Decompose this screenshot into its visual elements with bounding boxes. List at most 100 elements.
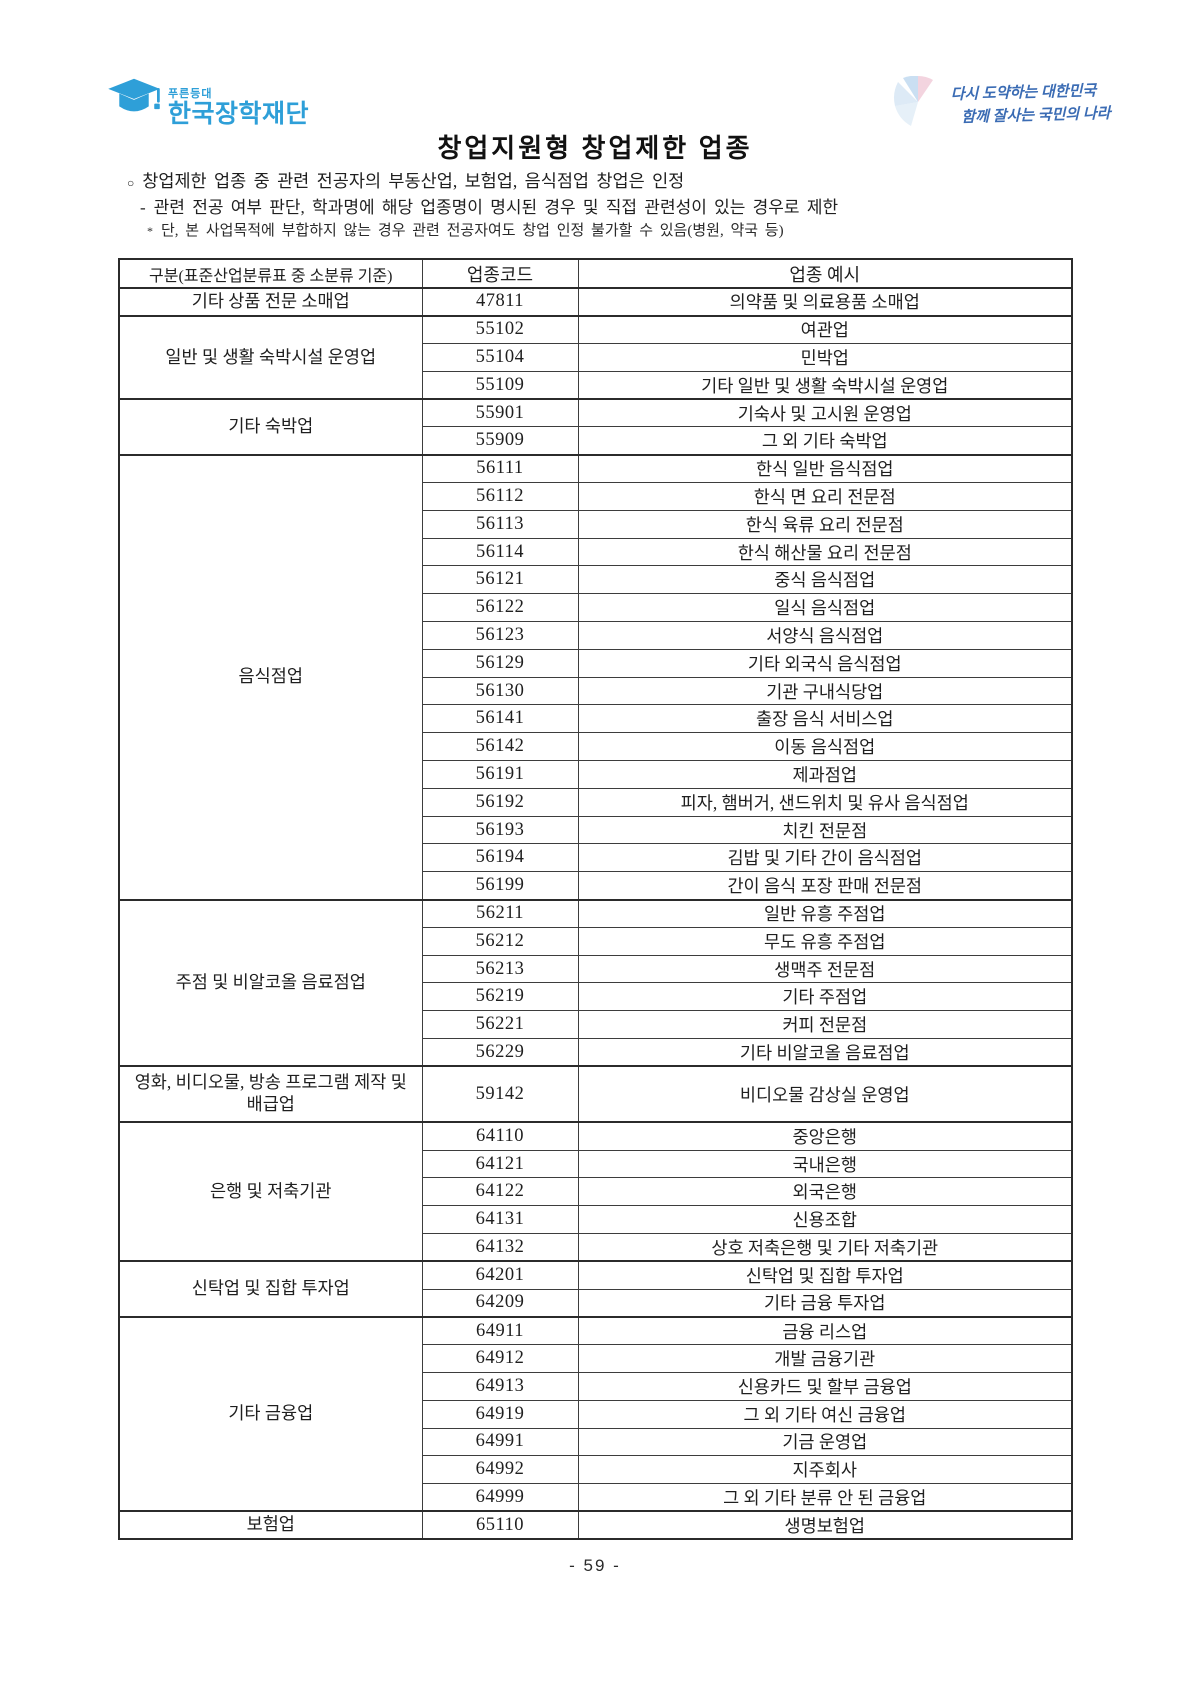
table-row: 56194 김밥 및 기타 간이 음식점업 <box>119 843 1073 873</box>
industry-code-cell: 55104 <box>421 343 579 372</box>
slogan-line2: 함께 잘사는 국민의 나라 <box>961 105 1111 126</box>
table-row: 55109 기타 일반 및 생활 숙박시설 운영업 <box>119 370 1073 400</box>
industry-code-cell: 56112 <box>421 482 579 511</box>
table-row: 64121 국내은행 <box>119 1149 1073 1179</box>
asterisk-bullet-icon: * <box>147 224 153 238</box>
industry-code-cell: 56122 <box>421 593 579 623</box>
industry-code-cell: 56130 <box>421 676 579 706</box>
industry-example-cell: 외국은행 <box>577 1177 1073 1207</box>
note-line: ○ 창업제한 업종 중 관련 전공자의 부동산업, 보험업, 음식점업 창업은 … <box>127 169 1087 196</box>
table-row: 기타 금융업 64911 금융 리스업 <box>118 1315 1073 1512</box>
industry-example-cell: 출장 음식 서비스업 <box>577 704 1073 734</box>
industry-example-cell: 생맥주 전문점 <box>577 954 1073 984</box>
header-example: 업종 예시 <box>577 258 1073 289</box>
industry-code-cell: 56199 <box>421 871 579 901</box>
industry-example-cell: 간이 음식 포장 판매 전문점 <box>577 871 1073 901</box>
industry-code-cell: 64201 <box>421 1260 579 1290</box>
table-row: 56193 치킨 전문점 <box>119 815 1073 845</box>
category-cell: 보험업 <box>118 1510 423 1540</box>
industry-example-cell: 김밥 및 기타 간이 음식점업 <box>577 843 1073 873</box>
industry-code-cell: 56191 <box>421 760 579 789</box>
table-row: 신탁업 및 집합 투자업 64201 신탁업 및 집합 투자업 <box>118 1260 1073 1318</box>
industry-example-cell: 기관 구내식당업 <box>577 676 1073 706</box>
fan-emblem-icon <box>893 75 943 133</box>
table-row: 56229 기타 비알코올 음료점업 <box>119 1038 1073 1067</box>
industry-example-cell: 기타 금융 투자업 <box>577 1288 1073 1318</box>
circle-bullet-icon: ○ <box>127 176 135 190</box>
industry-example-cell: 일식 음식점업 <box>577 593 1073 623</box>
industry-example-cell: 중앙은행 <box>577 1121 1073 1151</box>
table-row: 은행 및 저축기관 64110 중앙은행 <box>118 1121 1073 1262</box>
industry-code-cell: 64911 <box>421 1315 579 1346</box>
industry-code-cell: 64110 <box>421 1121 579 1151</box>
industry-code-cell: 56113 <box>421 509 579 539</box>
notes-block: ○ 창업제한 업종 중 관련 전공자의 부동산업, 보험업, 음식점업 창업은 … <box>127 169 1087 242</box>
industry-code-cell: 56211 <box>421 898 579 928</box>
logo-brand-large: 한국장학재단 <box>168 100 310 128</box>
industry-code-cell: 64913 <box>421 1371 579 1401</box>
industry-code-cell: 65110 <box>421 1510 579 1540</box>
table-row: 56191 제과점업 <box>119 760 1073 789</box>
table-row: 56192 피자, 햄버거, 샌드위치 및 유사 음식점업 <box>119 787 1073 817</box>
dash-bullet-icon: - <box>140 198 146 217</box>
industry-example-cell: 한식 면 요리 전문점 <box>577 482 1073 511</box>
header-code: 업종코드 <box>421 258 579 289</box>
note-text: 창업제한 업종 중 관련 전공자의 부동산업, 보험업, 음식점업 창업은 인정 <box>142 171 685 191</box>
table-row: 55909 그 외 기타 숙박업 <box>119 426 1073 456</box>
category-cell: 기타 상품 전문 소매업 <box>118 287 423 317</box>
graduation-cap-icon <box>106 76 162 127</box>
industry-example-cell: 개발 금융기관 <box>577 1344 1073 1373</box>
table-row: 56213 생맥주 전문점 <box>119 954 1073 984</box>
category-cell: 일반 및 생활 숙박시설 운영업 <box>118 314 423 400</box>
industry-code-cell: 56121 <box>421 565 579 595</box>
note-text: 관련 전공 여부 판단, 학과명에 해당 업종명이 명시된 경우 및 직접 관련… <box>153 198 839 217</box>
industry-example-cell: 상호 저축은행 및 기타 저축기관 <box>577 1233 1073 1262</box>
industry-example-cell: 기타 일반 및 생활 숙박시설 운영업 <box>577 370 1073 400</box>
table-row: 64131 신용조합 <box>119 1205 1073 1234</box>
category-cell: 은행 및 저축기관 <box>118 1121 423 1262</box>
gov-slogan: 다시 도약하는 대한민국 함께 잘사는 국민의 나라 <box>893 75 1111 133</box>
page-number: - 59 - <box>569 1556 621 1575</box>
industry-code-cell: 56129 <box>421 648 579 678</box>
industry-example-cell: 의약품 및 의료용품 소매업 <box>577 287 1073 317</box>
industry-example-cell: 기타 외국식 음식점업 <box>577 648 1073 678</box>
industry-code-cell: 56229 <box>421 1038 579 1067</box>
category-cell: 기타 금융업 <box>118 1315 423 1512</box>
industry-example-cell: 한식 일반 음식점업 <box>577 453 1073 484</box>
industry-example-cell: 일반 유흥 주점업 <box>577 898 1073 928</box>
industry-example-cell: 무도 유흥 주점업 <box>577 926 1073 956</box>
category-cell: 음식점업 <box>118 453 423 901</box>
industry-code-cell: 64999 <box>421 1483 579 1512</box>
restricted-industries-table: 구분(표준산업분류표 중 소분류 기준) 업종코드 업종 예시 기타 상품 전문… <box>118 258 1073 1541</box>
note-line: - 관련 전공 여부 판단, 학과명에 해당 업종명이 명시된 경우 및 직접 … <box>140 196 1087 220</box>
table-row: 56112 한식 면 요리 전문점 <box>119 482 1073 511</box>
industry-code-cell: 56141 <box>421 704 579 734</box>
industry-code-cell: 56192 <box>421 787 579 817</box>
industry-example-cell: 지주회사 <box>577 1455 1073 1485</box>
industry-code-cell: 64992 <box>421 1455 579 1485</box>
industry-example-cell: 한식 해산물 요리 전문점 <box>577 537 1073 567</box>
table-body: 기타 상품 전문 소매업 47811 의약품 및 의료용품 소매업 일반 및 생활 숙… <box>118 287 1073 1540</box>
industry-example-cell: 신용카드 및 할부 금융업 <box>577 1371 1073 1401</box>
table-row: 64122 외국은행 <box>119 1177 1073 1207</box>
industry-code-cell: 64991 <box>421 1427 579 1457</box>
industry-example-cell: 피자, 햄버거, 샌드위치 및 유사 음식점업 <box>577 787 1073 817</box>
industry-code-cell: 55901 <box>421 398 579 428</box>
table-row: 주점 및 비알코올 음료점업 56211 일반 유흥 주점업 <box>118 898 1073 1067</box>
table-row: 56141 출장 음식 서비스업 <box>119 704 1073 734</box>
table-row: 56129 기타 외국식 음식점업 <box>119 648 1073 678</box>
table-row: 보험업 65110 생명보험업 <box>118 1510 1073 1540</box>
table-row: 64991 기금 운영업 <box>119 1427 1073 1457</box>
industry-example-cell: 그 외 기타 여신 금융업 <box>577 1399 1073 1429</box>
category-cell: 영화, 비디오물, 방송 프로그램 제작 및 배급업 <box>118 1065 423 1123</box>
note-line: * 단, 본 사업목적에 부합하지 않는 경우 관련 전공자여도 창업 인정 불… <box>147 220 1087 242</box>
ksaf-logo: 푸른등대 한국장학재단 <box>106 76 309 127</box>
industry-example-cell: 국내은행 <box>577 1149 1073 1179</box>
industry-code-cell: 59142 <box>421 1065 579 1123</box>
industry-example-cell: 여관업 <box>577 314 1073 345</box>
industry-code-cell: 56194 <box>421 843 579 873</box>
industry-example-cell: 커피 전문점 <box>577 1010 1073 1040</box>
industry-example-cell: 그 외 기타 숙박업 <box>577 426 1073 456</box>
industry-example-cell: 중식 음식점업 <box>577 565 1073 595</box>
table-row: 56122 일식 음식점업 <box>119 593 1073 623</box>
